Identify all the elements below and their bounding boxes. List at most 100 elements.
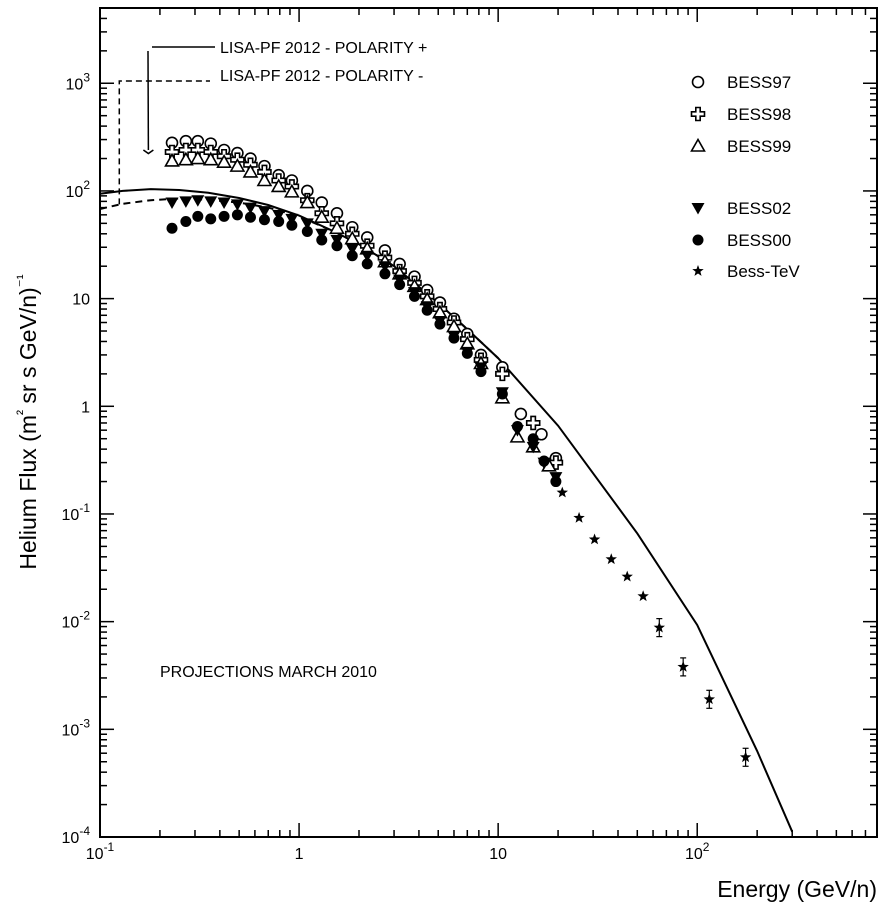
bess-tev-point xyxy=(605,553,617,565)
bess99-point xyxy=(329,220,345,235)
legend-marker xyxy=(690,106,706,122)
bess00-point xyxy=(496,388,508,400)
legend-marker xyxy=(692,234,704,246)
bess02-point xyxy=(217,197,231,210)
bess98-point xyxy=(525,415,541,431)
bess99-point xyxy=(313,209,330,224)
bess-tev-point xyxy=(653,621,666,633)
projections-note: PROJECTIONS MARCH 2010 xyxy=(160,664,377,681)
bess99-point xyxy=(178,151,194,166)
data-points xyxy=(164,134,752,767)
bess00-point xyxy=(331,240,343,252)
bess00-point xyxy=(527,433,539,445)
y-tick-label: 103 xyxy=(66,70,91,93)
bess99-point xyxy=(256,172,273,187)
bess99-point xyxy=(202,151,219,166)
bess00-point xyxy=(192,210,204,222)
bess02-point xyxy=(243,202,257,215)
bess00-point xyxy=(180,216,192,228)
bess99-point xyxy=(189,150,206,165)
bess00-point xyxy=(475,366,487,378)
bess00-point xyxy=(231,209,243,221)
axis-ticks xyxy=(99,7,878,838)
bess00-point xyxy=(394,279,406,291)
bess00-point xyxy=(273,216,285,228)
tick-labels: 10-1 1 10 102 10-4 10-3 10-2 10-1 1 10 102 103 xyxy=(62,70,710,863)
legend: BESS97 BESS98 BESS99 BESS02 BESS00 Bess-TeV xyxy=(690,73,800,281)
y-axis-label: Helium Flux (m² sr s GeV/n)⁻¹ xyxy=(14,274,41,569)
annotations: LISA-PF 2012 - POLARITY + LISA-PF 2012 - … xyxy=(118,40,427,681)
bess99-point xyxy=(216,154,232,168)
bess02-point xyxy=(179,196,193,208)
legend-label: BESS98 xyxy=(727,105,791,124)
bess00-point xyxy=(301,226,313,238)
arrow-head xyxy=(142,149,154,155)
polarity-plus-curve xyxy=(99,188,794,833)
legend-label: BESS99 xyxy=(727,137,791,156)
bess-tev-point xyxy=(556,486,568,498)
y-tick-label: 10-1 xyxy=(62,501,91,524)
bess00-point xyxy=(286,219,298,231)
bess00-point xyxy=(166,222,178,234)
legend-marker xyxy=(691,75,705,89)
bess00-point xyxy=(218,210,230,222)
polarity-minus-label: LISA-PF 2012 - POLARITY - xyxy=(220,68,423,85)
polarity-plus-label: LISA-PF 2012 - POLARITY + xyxy=(220,40,427,57)
bess02-point xyxy=(378,261,392,273)
y-tick-label: 10 xyxy=(72,292,90,309)
bess00-point xyxy=(421,304,433,316)
legend-label: BESS97 xyxy=(727,73,791,92)
bess00-point xyxy=(379,268,391,280)
y-tick-label: 102 xyxy=(66,178,91,201)
x-tick-label: 10 xyxy=(489,846,507,863)
bess00-point xyxy=(448,332,460,344)
bess00-point xyxy=(346,250,358,262)
y-tick-label: 10-3 xyxy=(62,716,91,739)
bess98-point xyxy=(495,366,510,382)
bess02-point xyxy=(191,195,205,207)
bess00-point xyxy=(408,290,420,302)
bess00-point xyxy=(550,476,562,488)
bess99-point xyxy=(229,157,246,172)
bess99-point xyxy=(242,163,259,178)
bess02-point xyxy=(257,206,271,218)
bess99-point xyxy=(270,178,287,193)
x-tick-label: 102 xyxy=(685,840,710,863)
bess00-point xyxy=(258,214,270,226)
bess99-point xyxy=(344,230,361,245)
legend-marker xyxy=(690,137,706,152)
y-tick-label: 10-2 xyxy=(62,609,91,632)
bess-tev-point xyxy=(677,660,689,672)
bess02-point xyxy=(345,243,359,256)
bess02-point xyxy=(300,218,314,230)
polarity-minus-leader xyxy=(118,80,210,205)
bess-tev-point xyxy=(573,511,585,523)
bess99-point xyxy=(164,152,180,167)
x-axis-label: Energy (GeV/n) xyxy=(717,876,877,902)
bess-tev-point xyxy=(739,751,752,763)
legend-label: BESS00 xyxy=(727,231,791,250)
bess00-point xyxy=(511,420,523,432)
bess99-point xyxy=(299,194,316,209)
bess00-point xyxy=(434,318,446,330)
bess-tev-point xyxy=(703,693,716,705)
bess00-point xyxy=(316,234,328,246)
x-tick-label: 10-1 xyxy=(86,840,115,863)
bess00-point xyxy=(461,347,473,359)
y-tick-label: 10-4 xyxy=(62,824,91,847)
x-tick-label: 1 xyxy=(295,846,304,863)
bess97-point xyxy=(514,407,528,421)
plot-frame xyxy=(99,7,878,838)
bess02-point xyxy=(526,441,540,454)
legend-marker xyxy=(691,203,705,215)
bess02-point xyxy=(204,196,218,208)
bess-tev-point xyxy=(637,590,649,602)
bess02-point xyxy=(165,197,179,210)
bess00-point xyxy=(205,213,217,225)
bess00-point xyxy=(361,258,373,270)
bess00-point xyxy=(538,455,550,467)
bess02-point xyxy=(285,213,299,226)
bess02-point xyxy=(272,209,286,222)
